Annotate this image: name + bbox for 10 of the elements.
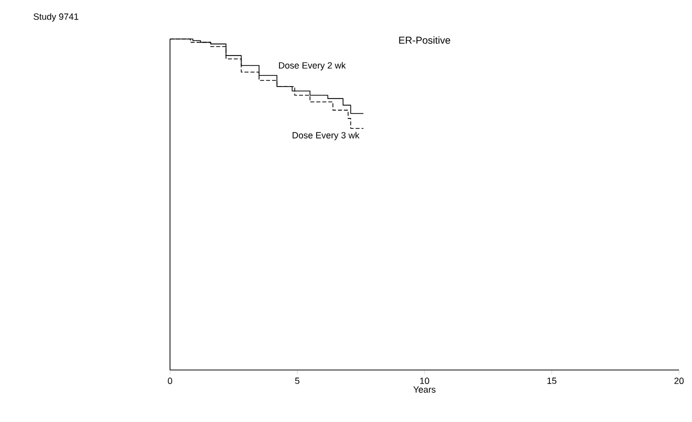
series-label: Dose Every 2 wk	[279, 62, 346, 70]
x-axis-title: Years	[413, 386, 436, 393]
x-tick-label: 20	[674, 378, 684, 384]
x-tick-label: 10	[420, 378, 430, 384]
series-label: Dose Every 3 wk	[292, 132, 360, 140]
text: Study 9741	[34, 13, 78, 22]
chart-title: ER-Positive	[399, 36, 450, 44]
x-tick-label: 5	[295, 378, 300, 384]
x-tick-label: 0	[168, 378, 172, 384]
x-tick-label: 15	[547, 378, 556, 384]
